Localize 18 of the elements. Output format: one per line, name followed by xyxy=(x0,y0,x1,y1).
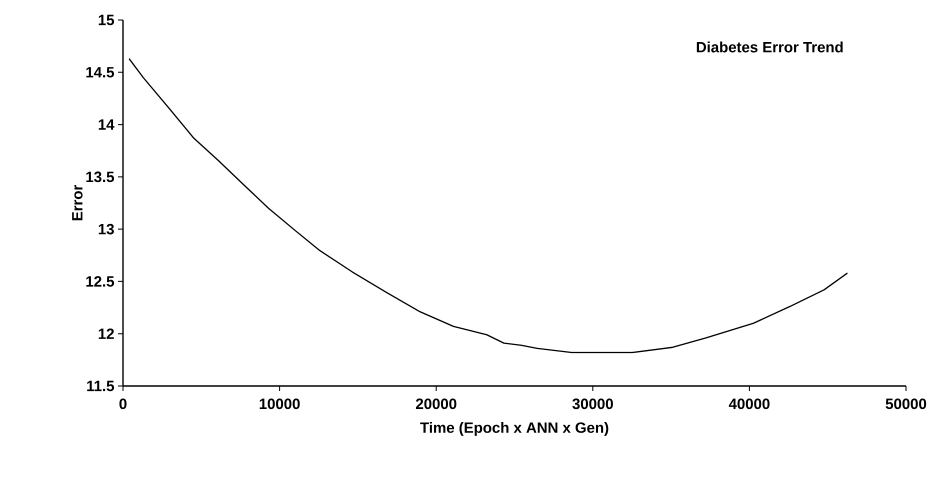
y-axis-title: Error xyxy=(72,184,83,220)
y-tick-label: 12 xyxy=(98,328,114,339)
x-axis-title: Time (Epoch x ANN x Gen) xyxy=(420,422,608,436)
x-tick-label: 10000 xyxy=(260,398,300,410)
line-series xyxy=(128,58,848,354)
x-tick-label: 50000 xyxy=(886,398,926,410)
text: Diabetes Error Trend xyxy=(696,41,843,52)
x-tick-label: 30000 xyxy=(572,398,613,410)
y-tick-label: 14 xyxy=(98,119,114,130)
y-tick-label: 13 xyxy=(98,224,114,234)
y-tick-label: 14.5 xyxy=(86,67,114,78)
y-tick-label: 13.5 xyxy=(86,172,114,182)
x-tick-label: 0 xyxy=(119,398,127,410)
x-tick-label: 20000 xyxy=(416,398,456,410)
y-tick-label: 15 xyxy=(98,14,114,26)
x-tick-label: 40000 xyxy=(728,398,770,410)
y-tick-label: 12.5 xyxy=(86,276,114,287)
y-tick-label: 11.5 xyxy=(87,380,114,392)
